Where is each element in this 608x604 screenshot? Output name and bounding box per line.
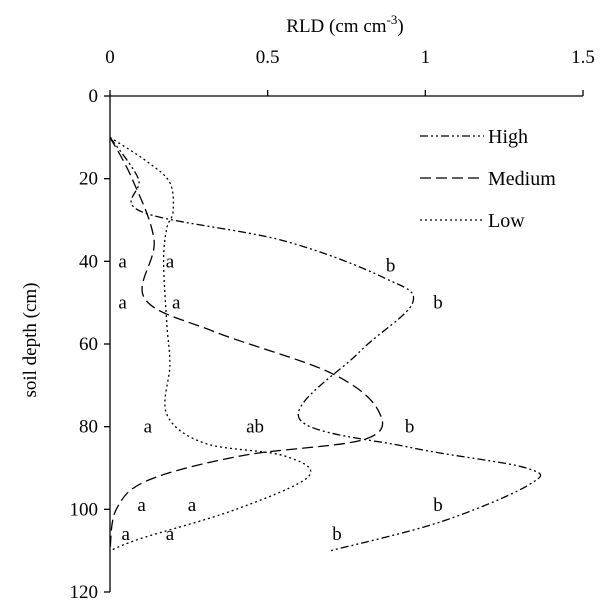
y-tick-label: 100 <box>70 499 99 520</box>
x-axis-title-superscript: -3 <box>387 12 398 27</box>
significance-label: a <box>122 524 131 545</box>
legend-label-low: Low <box>488 210 525 232</box>
y-tick-label: 60 <box>79 334 98 355</box>
legend: High Medium Low <box>420 126 556 232</box>
series-group <box>109 136 542 552</box>
x-axis-title-main: RLD (cm cm <box>286 16 386 37</box>
significance-label: b <box>332 524 342 545</box>
significance-label: b <box>433 495 443 516</box>
series-line-high <box>109 136 542 552</box>
legend-label-high: High <box>488 126 528 148</box>
significance-label: a <box>137 495 146 516</box>
significance-label: b <box>405 417 415 438</box>
y-tick-label: 40 <box>79 251 98 272</box>
legend-label-medium: Medium <box>488 168 556 190</box>
significance-annotations: a a ba a ba ab ba a ba a b <box>118 251 442 545</box>
x-axis-title-close: ) <box>397 16 403 37</box>
significance-label: a <box>172 293 181 314</box>
significance-label: a <box>166 251 175 272</box>
significance-label: a <box>118 251 127 272</box>
series-line-low <box>109 136 312 552</box>
y-tick-label: 0 <box>89 86 99 107</box>
y-tick-label: 20 <box>79 169 98 190</box>
x-tick-label: 1.5 <box>571 47 595 68</box>
significance-label: a <box>166 524 175 545</box>
series-line-medium <box>109 136 384 551</box>
significance-label: b <box>386 255 396 276</box>
axes: 0 0.5 1 1.5 0 20 40 60 80 100 120 <box>70 47 595 603</box>
x-axis-title: RLD (cm cm-3) <box>286 12 403 37</box>
significance-label: a <box>118 293 127 314</box>
significance-label: a <box>144 417 153 438</box>
significance-label: ab <box>246 417 264 438</box>
x-tick-label: 0.5 <box>256 47 280 68</box>
x-tick-label: 0 <box>105 47 115 68</box>
significance-label: b <box>433 293 443 314</box>
x-tick-label: 1 <box>421 47 431 68</box>
y-axis-title: soil depth (cm) <box>20 282 41 397</box>
significance-label: a <box>188 495 197 516</box>
y-tick-label: 80 <box>79 417 98 438</box>
y-tick-label: 120 <box>70 582 99 603</box>
